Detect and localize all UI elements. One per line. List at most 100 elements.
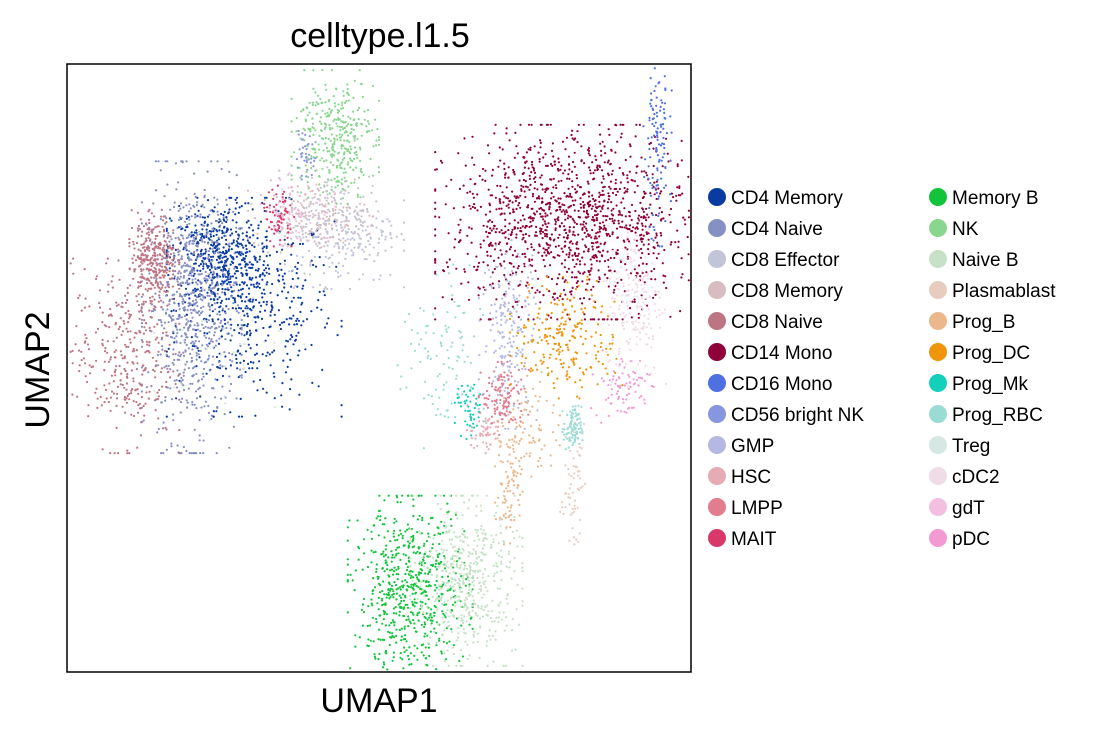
data-point <box>430 564 433 567</box>
data-point <box>154 160 158 163</box>
data-point <box>549 316 553 319</box>
data-point <box>156 254 159 257</box>
data-point <box>471 135 474 138</box>
data-point <box>313 240 316 243</box>
data-point <box>446 265 449 269</box>
data-point <box>126 376 129 379</box>
data-point <box>125 401 128 404</box>
data-point <box>322 264 325 267</box>
data-point <box>239 254 242 257</box>
data-point <box>229 339 232 342</box>
data-point <box>315 230 318 233</box>
data-point <box>328 265 331 268</box>
data-point <box>622 197 625 200</box>
data-point <box>491 168 494 171</box>
data-point <box>222 275 225 278</box>
data-point <box>312 236 315 239</box>
data-point <box>431 516 434 520</box>
data-point <box>227 243 230 246</box>
data-point <box>239 296 242 299</box>
data-point <box>190 274 193 277</box>
data-point <box>186 406 189 409</box>
data-point <box>435 579 438 583</box>
data-point <box>564 259 567 262</box>
data-point <box>573 234 576 237</box>
data-point <box>243 281 246 284</box>
data-point <box>412 551 415 554</box>
data-point <box>363 552 366 555</box>
data-point <box>617 222 620 225</box>
data-point <box>176 280 179 283</box>
data-point <box>176 444 179 447</box>
data-point <box>611 214 615 217</box>
data-point <box>159 262 162 265</box>
data-point <box>471 588 474 591</box>
data-point <box>178 261 181 264</box>
data-point <box>657 82 660 85</box>
data-point <box>309 200 312 203</box>
data-point <box>470 444 473 447</box>
data-point <box>205 274 208 278</box>
data-point <box>382 618 385 621</box>
data-point <box>161 331 164 335</box>
data-point <box>462 206 465 209</box>
data-point <box>468 623 471 626</box>
data-point <box>188 257 191 260</box>
data-point <box>223 280 226 283</box>
data-point <box>522 236 525 239</box>
data-point <box>136 227 139 230</box>
data-point <box>380 231 383 234</box>
data-point <box>531 277 534 280</box>
data-point <box>334 212 337 215</box>
data-point <box>559 208 562 211</box>
data-point <box>262 300 265 304</box>
data-point <box>656 167 659 170</box>
data-point <box>395 235 398 238</box>
data-point <box>148 272 151 275</box>
data-point <box>297 331 300 334</box>
data-point <box>515 355 518 358</box>
data-point <box>479 205 482 208</box>
data-point <box>164 269 167 273</box>
data-point <box>135 355 138 358</box>
data-point <box>210 160 213 163</box>
data-point <box>280 321 284 324</box>
data-point <box>582 223 585 226</box>
data-point <box>651 187 654 190</box>
data-point <box>221 280 224 283</box>
data-point <box>216 241 219 244</box>
data-point <box>471 156 474 159</box>
data-point <box>110 314 113 317</box>
data-point <box>270 228 273 231</box>
data-point <box>323 294 326 297</box>
data-point <box>196 328 200 331</box>
data-point <box>232 302 235 305</box>
data-point <box>153 251 156 254</box>
data-point <box>506 365 510 368</box>
data-point <box>610 209 613 212</box>
data-point <box>581 280 584 283</box>
data-point <box>245 262 248 265</box>
data-point <box>266 281 269 284</box>
data-point <box>478 174 481 178</box>
data-point <box>164 265 167 268</box>
data-point <box>538 160 541 163</box>
data-point <box>358 234 361 237</box>
data-point <box>311 143 314 146</box>
data-point <box>206 358 209 361</box>
data-point <box>606 161 610 164</box>
data-point <box>245 295 248 299</box>
data-point <box>594 235 597 238</box>
data-point <box>232 257 235 260</box>
data-point <box>676 186 679 189</box>
data-point <box>427 598 430 601</box>
data-point <box>311 381 314 384</box>
data-point <box>510 362 513 366</box>
data-point <box>227 297 230 300</box>
data-point <box>280 217 283 220</box>
data-point <box>550 233 554 236</box>
data-point <box>296 224 299 227</box>
data-point <box>358 278 361 281</box>
data-point <box>549 264 552 267</box>
data-point <box>309 161 312 164</box>
